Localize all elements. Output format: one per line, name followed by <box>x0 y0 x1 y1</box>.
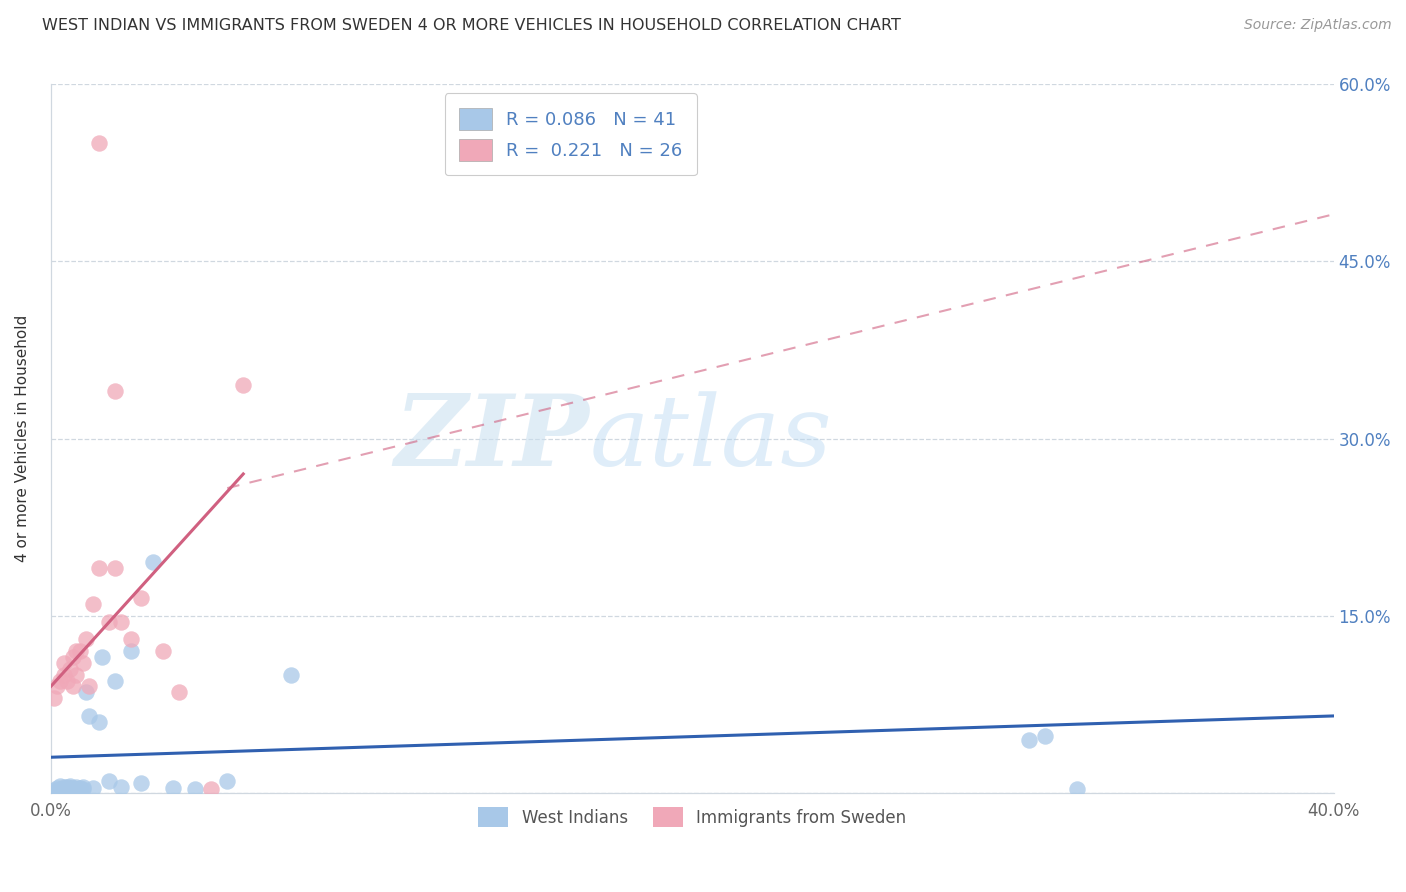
Point <box>69 644 91 658</box>
Point <box>65 644 87 658</box>
Point <box>69 780 91 795</box>
Y-axis label: 4 or more Vehicles in Household: 4 or more Vehicles in Household <box>15 315 30 562</box>
Point <box>75 685 97 699</box>
Point <box>152 644 174 658</box>
Point <box>52 782 75 797</box>
Point <box>72 782 94 797</box>
Point <box>49 783 72 797</box>
Point <box>42 783 65 797</box>
Point <box>217 773 239 788</box>
Point <box>59 780 82 795</box>
Point <box>1033 729 1056 743</box>
Point <box>232 378 254 392</box>
Point <box>79 680 101 694</box>
Point <box>49 673 72 688</box>
Point <box>65 667 87 681</box>
Point <box>65 780 87 794</box>
Point <box>97 615 120 629</box>
Point <box>82 597 104 611</box>
Point <box>69 783 91 797</box>
Point <box>52 780 75 794</box>
Point <box>59 782 82 797</box>
Point <box>62 783 84 797</box>
Point <box>49 782 72 797</box>
Point <box>75 632 97 647</box>
Point <box>65 782 87 797</box>
Point <box>62 680 84 694</box>
Point <box>104 384 127 399</box>
Point <box>280 667 302 681</box>
Point <box>59 779 82 793</box>
Point <box>46 680 69 694</box>
Point <box>184 782 207 797</box>
Text: WEST INDIAN VS IMMIGRANTS FROM SWEDEN 4 OR MORE VEHICLES IN HOUSEHOLD CORRELATIO: WEST INDIAN VS IMMIGRANTS FROM SWEDEN 4 … <box>42 18 901 33</box>
Point <box>91 649 114 664</box>
Point <box>52 667 75 681</box>
Point <box>104 561 127 575</box>
Point <box>87 714 110 729</box>
Point <box>120 632 142 647</box>
Point <box>42 691 65 706</box>
Point <box>1018 732 1040 747</box>
Point <box>52 656 75 670</box>
Point <box>162 780 184 795</box>
Point <box>79 709 101 723</box>
Point <box>56 780 79 794</box>
Point <box>129 591 152 605</box>
Point <box>62 649 84 664</box>
Point <box>72 656 94 670</box>
Point <box>1066 782 1088 797</box>
Point <box>120 644 142 658</box>
Point <box>104 673 127 688</box>
Point <box>59 662 82 676</box>
Point <box>110 615 132 629</box>
Point <box>46 780 69 795</box>
Text: atlas: atlas <box>589 391 832 486</box>
Point <box>97 773 120 788</box>
Text: Source: ZipAtlas.com: Source: ZipAtlas.com <box>1244 18 1392 32</box>
Point <box>72 780 94 794</box>
Point <box>82 780 104 795</box>
Point <box>49 779 72 793</box>
Text: ZIP: ZIP <box>395 391 589 487</box>
Point <box>87 136 110 151</box>
Point <box>52 784 75 798</box>
Point <box>62 780 84 795</box>
Point <box>129 776 152 790</box>
Point <box>46 784 69 798</box>
Point <box>56 783 79 797</box>
Point <box>167 685 190 699</box>
Point <box>200 782 222 797</box>
Point <box>56 782 79 797</box>
Legend: West Indians, Immigrants from Sweden: West Indians, Immigrants from Sweden <box>471 800 912 834</box>
Point <box>87 561 110 575</box>
Point <box>142 556 165 570</box>
Point <box>110 780 132 794</box>
Point <box>56 673 79 688</box>
